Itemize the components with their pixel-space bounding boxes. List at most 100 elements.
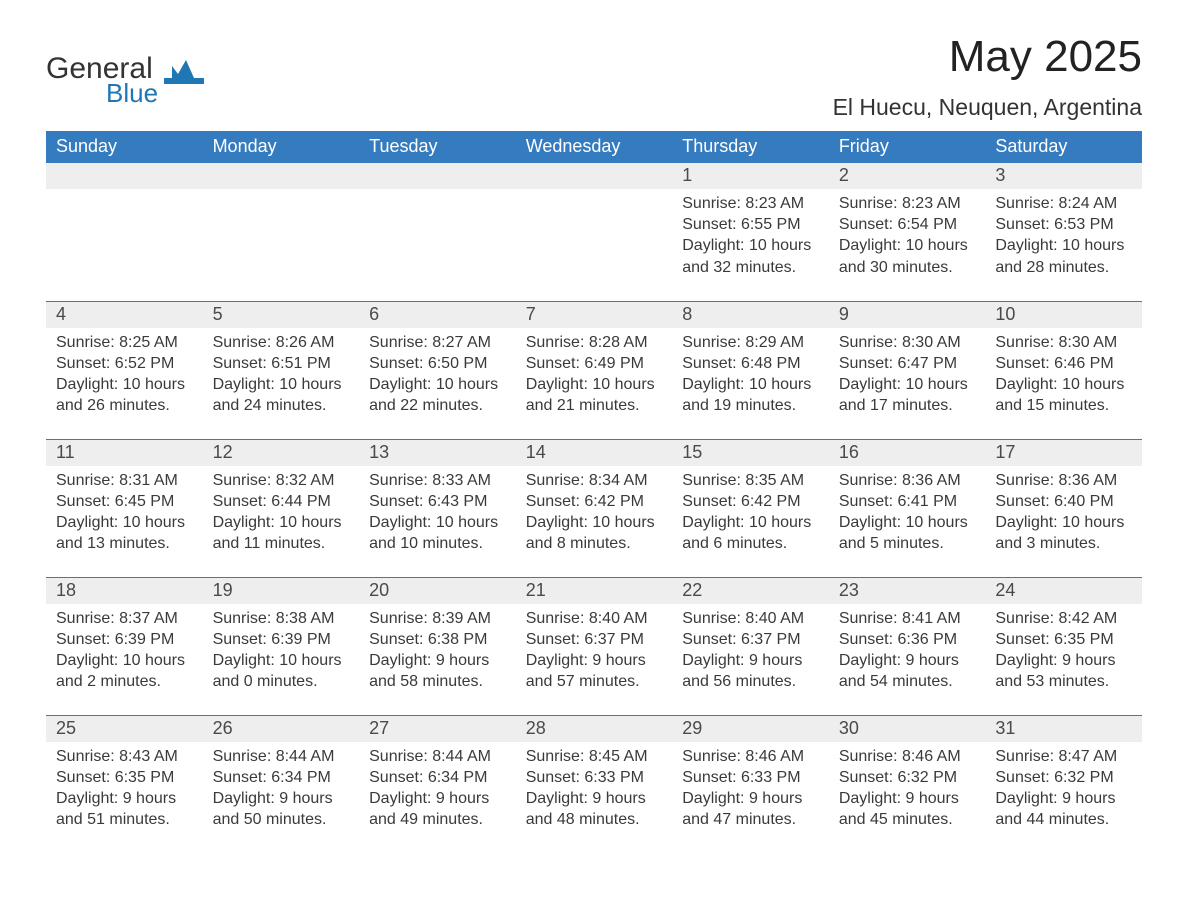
weekday-header: Tuesday — [359, 131, 516, 163]
day-details: Sunrise: 8:35 AMSunset: 6:42 PMDaylight:… — [672, 466, 829, 560]
sunrise-line: Sunrise: 8:36 AM — [839, 470, 976, 491]
day-details: Sunrise: 8:40 AMSunset: 6:37 PMDaylight:… — [672, 604, 829, 698]
day-cell: 13Sunrise: 8:33 AMSunset: 6:43 PMDayligh… — [359, 439, 516, 577]
sunset-line: Sunset: 6:45 PM — [56, 491, 193, 512]
daylight-line: Daylight: 9 hours and 53 minutes. — [995, 650, 1132, 692]
day-details: Sunrise: 8:29 AMSunset: 6:48 PMDaylight:… — [672, 328, 829, 422]
sunset-line: Sunset: 6:44 PM — [213, 491, 350, 512]
brand-logo: General Blue — [46, 54, 204, 106]
day-details: Sunrise: 8:45 AMSunset: 6:33 PMDaylight:… — [516, 742, 673, 836]
sunrise-line: Sunrise: 8:30 AM — [839, 332, 976, 353]
daylight-line: Daylight: 10 hours and 19 minutes. — [682, 374, 819, 416]
day-number: 2 — [829, 163, 986, 189]
sunset-line: Sunset: 6:39 PM — [213, 629, 350, 650]
daylight-line: Daylight: 9 hours and 45 minutes. — [839, 788, 976, 830]
day-number: 5 — [203, 302, 360, 328]
sunset-line: Sunset: 6:54 PM — [839, 214, 976, 235]
day-number: 28 — [516, 716, 673, 742]
day-cell: 28Sunrise: 8:45 AMSunset: 6:33 PMDayligh… — [516, 715, 673, 853]
day-details: Sunrise: 8:44 AMSunset: 6:34 PMDaylight:… — [203, 742, 360, 836]
sunrise-line: Sunrise: 8:34 AM — [526, 470, 663, 491]
day-number: 18 — [46, 578, 203, 604]
day-number: 8 — [672, 302, 829, 328]
sunrise-line: Sunrise: 8:23 AM — [682, 193, 819, 214]
day-details: Sunrise: 8:27 AMSunset: 6:50 PMDaylight:… — [359, 328, 516, 422]
daylight-line: Daylight: 10 hours and 3 minutes. — [995, 512, 1132, 554]
day-details: Sunrise: 8:25 AMSunset: 6:52 PMDaylight:… — [46, 328, 203, 422]
day-details: Sunrise: 8:36 AMSunset: 6:40 PMDaylight:… — [985, 466, 1142, 560]
day-cell: 29Sunrise: 8:46 AMSunset: 6:33 PMDayligh… — [672, 715, 829, 853]
daylight-line: Daylight: 9 hours and 50 minutes. — [213, 788, 350, 830]
daylight-line: Daylight: 10 hours and 8 minutes. — [526, 512, 663, 554]
day-details: Sunrise: 8:41 AMSunset: 6:36 PMDaylight:… — [829, 604, 986, 698]
sunset-line: Sunset: 6:42 PM — [526, 491, 663, 512]
daylight-line: Daylight: 10 hours and 11 minutes. — [213, 512, 350, 554]
sunrise-line: Sunrise: 8:25 AM — [56, 332, 193, 353]
location: El Huecu, Neuquen, Argentina — [833, 94, 1142, 121]
day-details: Sunrise: 8:38 AMSunset: 6:39 PMDaylight:… — [203, 604, 360, 698]
sunset-line: Sunset: 6:46 PM — [995, 353, 1132, 374]
sunset-line: Sunset: 6:52 PM — [56, 353, 193, 374]
day-number: 13 — [359, 440, 516, 466]
day-cell: 6Sunrise: 8:27 AMSunset: 6:50 PMDaylight… — [359, 301, 516, 439]
sunset-line: Sunset: 6:37 PM — [526, 629, 663, 650]
day-details: Sunrise: 8:44 AMSunset: 6:34 PMDaylight:… — [359, 742, 516, 836]
day-details: Sunrise: 8:40 AMSunset: 6:37 PMDaylight:… — [516, 604, 673, 698]
sunrise-line: Sunrise: 8:46 AM — [682, 746, 819, 767]
day-cell: 24Sunrise: 8:42 AMSunset: 6:35 PMDayligh… — [985, 577, 1142, 715]
day-number: 22 — [672, 578, 829, 604]
day-cell: 1Sunrise: 8:23 AMSunset: 6:55 PMDaylight… — [672, 163, 829, 301]
day-cell: 9Sunrise: 8:30 AMSunset: 6:47 PMDaylight… — [829, 301, 986, 439]
header: General Blue May 2025 El Huecu, Neuquen,… — [46, 34, 1142, 129]
day-details: Sunrise: 8:23 AMSunset: 6:54 PMDaylight:… — [829, 189, 986, 283]
sunset-line: Sunset: 6:48 PM — [682, 353, 819, 374]
day-number: 21 — [516, 578, 673, 604]
day-number: 3 — [985, 163, 1142, 189]
daylight-line: Daylight: 10 hours and 21 minutes. — [526, 374, 663, 416]
daylight-line: Daylight: 10 hours and 2 minutes. — [56, 650, 193, 692]
day-cell: 14Sunrise: 8:34 AMSunset: 6:42 PMDayligh… — [516, 439, 673, 577]
day-details: Sunrise: 8:46 AMSunset: 6:33 PMDaylight:… — [672, 742, 829, 836]
sunrise-line: Sunrise: 8:28 AM — [526, 332, 663, 353]
day-details: Sunrise: 8:24 AMSunset: 6:53 PMDaylight:… — [985, 189, 1142, 283]
sunrise-line: Sunrise: 8:32 AM — [213, 470, 350, 491]
day-details: Sunrise: 8:39 AMSunset: 6:38 PMDaylight:… — [359, 604, 516, 698]
day-cell: 27Sunrise: 8:44 AMSunset: 6:34 PMDayligh… — [359, 715, 516, 853]
sunset-line: Sunset: 6:50 PM — [369, 353, 506, 374]
day-cell: 23Sunrise: 8:41 AMSunset: 6:36 PMDayligh… — [829, 577, 986, 715]
week-row: 11Sunrise: 8:31 AMSunset: 6:45 PMDayligh… — [46, 439, 1142, 577]
sunset-line: Sunset: 6:35 PM — [995, 629, 1132, 650]
daylight-line: Daylight: 10 hours and 24 minutes. — [213, 374, 350, 416]
day-details: Sunrise: 8:37 AMSunset: 6:39 PMDaylight:… — [46, 604, 203, 698]
title-block: May 2025 El Huecu, Neuquen, Argentina — [833, 34, 1142, 129]
daylight-line: Daylight: 10 hours and 26 minutes. — [56, 374, 193, 416]
day-details: Sunrise: 8:42 AMSunset: 6:35 PMDaylight:… — [985, 604, 1142, 698]
sunrise-line: Sunrise: 8:39 AM — [369, 608, 506, 629]
sunrise-line: Sunrise: 8:42 AM — [995, 608, 1132, 629]
sunset-line: Sunset: 6:43 PM — [369, 491, 506, 512]
day-cell — [516, 163, 673, 301]
day-cell: 15Sunrise: 8:35 AMSunset: 6:42 PMDayligh… — [672, 439, 829, 577]
day-cell: 5Sunrise: 8:26 AMSunset: 6:51 PMDaylight… — [203, 301, 360, 439]
day-number: 15 — [672, 440, 829, 466]
day-cell: 19Sunrise: 8:38 AMSunset: 6:39 PMDayligh… — [203, 577, 360, 715]
daylight-line: Daylight: 9 hours and 56 minutes. — [682, 650, 819, 692]
sunrise-line: Sunrise: 8:31 AM — [56, 470, 193, 491]
day-number: 16 — [829, 440, 986, 466]
day-details: Sunrise: 8:30 AMSunset: 6:47 PMDaylight:… — [829, 328, 986, 422]
day-number: 29 — [672, 716, 829, 742]
sunset-line: Sunset: 6:35 PM — [56, 767, 193, 788]
day-cell: 18Sunrise: 8:37 AMSunset: 6:39 PMDayligh… — [46, 577, 203, 715]
day-number: 9 — [829, 302, 986, 328]
month-title: May 2025 — [833, 34, 1142, 80]
sunrise-line: Sunrise: 8:29 AM — [682, 332, 819, 353]
sunrise-line: Sunrise: 8:24 AM — [995, 193, 1132, 214]
daylight-line: Daylight: 10 hours and 10 minutes. — [369, 512, 506, 554]
sunrise-line: Sunrise: 8:47 AM — [995, 746, 1132, 767]
day-cell: 17Sunrise: 8:36 AMSunset: 6:40 PMDayligh… — [985, 439, 1142, 577]
weekday-header-row: Sunday Monday Tuesday Wednesday Thursday… — [46, 131, 1142, 163]
week-row: 4Sunrise: 8:25 AMSunset: 6:52 PMDaylight… — [46, 301, 1142, 439]
sunrise-line: Sunrise: 8:46 AM — [839, 746, 976, 767]
daylight-line: Daylight: 10 hours and 5 minutes. — [839, 512, 976, 554]
day-number: 25 — [46, 716, 203, 742]
